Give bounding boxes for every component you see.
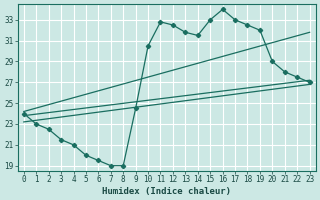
X-axis label: Humidex (Indice chaleur): Humidex (Indice chaleur) — [102, 187, 231, 196]
